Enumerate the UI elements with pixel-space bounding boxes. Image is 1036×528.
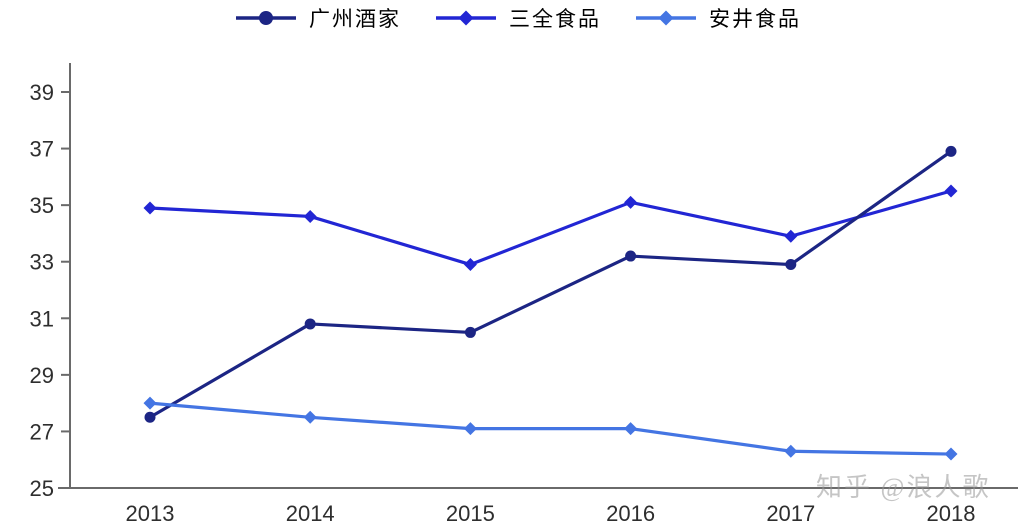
y-tick-label: 25 <box>30 476 54 501</box>
data-point-diamond-icon <box>624 195 638 209</box>
legend-item-0: 广州酒家 <box>235 3 401 33</box>
data-point-circle-icon <box>945 145 957 157</box>
data-point-circle-icon <box>304 318 316 330</box>
data-point-diamond-icon <box>303 209 317 223</box>
x-tick-label: 2017 <box>766 501 815 526</box>
y-tick-label: 35 <box>30 193 54 218</box>
legend-item-1: 三全食品 <box>435 3 601 33</box>
data-point-diamond-icon <box>303 410 317 424</box>
y-tick-label: 27 <box>30 419 54 444</box>
x-tick-label: 2015 <box>446 501 495 526</box>
x-tick-label: 2013 <box>126 501 175 526</box>
y-tick-label: 29 <box>30 363 54 388</box>
legend-marker-diamond-icon <box>636 10 696 26</box>
watermark: 知乎 @浪人歌 <box>816 473 991 502</box>
data-point-diamond-icon <box>143 396 157 410</box>
data-point-circle-icon <box>785 259 797 271</box>
data-point-diamond-icon <box>143 201 157 215</box>
chart-legend: 广州酒家 三全食品 安井食品 <box>0 3 1036 33</box>
data-point-diamond-icon <box>784 229 798 243</box>
data-point-diamond-icon <box>944 447 958 461</box>
y-tick-label: 37 <box>30 137 54 162</box>
x-tick-label: 2018 <box>927 501 976 526</box>
data-point-diamond-icon <box>624 422 638 436</box>
series-line-0 <box>148 149 953 419</box>
legend-label: 安井食品 <box>709 7 801 31</box>
x-tick-label: 2014 <box>286 501 335 526</box>
series-line-1 <box>148 189 953 267</box>
series-line-2 <box>148 401 953 456</box>
data-point-diamond-icon <box>784 444 798 458</box>
data-point-diamond-icon <box>463 258 477 272</box>
y-tick-label: 33 <box>30 250 54 275</box>
legend-item-2: 安井食品 <box>635 3 801 33</box>
x-tick-label: 2016 <box>606 501 655 526</box>
y-tick-label: 31 <box>30 306 54 331</box>
legend-label: 广州酒家 <box>309 7 401 31</box>
legend-marker-diamond-icon <box>436 10 496 26</box>
data-point-diamond-icon <box>463 422 477 436</box>
legend-label: 三全食品 <box>509 7 601 31</box>
axis-lines <box>58 63 1018 489</box>
legend-marker-circle-icon <box>236 11 296 25</box>
data-point-diamond-icon <box>944 184 958 198</box>
y-tick-label: 39 <box>30 80 54 105</box>
data-point-circle-icon <box>464 326 476 338</box>
data-point-circle-icon <box>625 250 637 262</box>
data-point-circle-icon <box>144 411 156 423</box>
